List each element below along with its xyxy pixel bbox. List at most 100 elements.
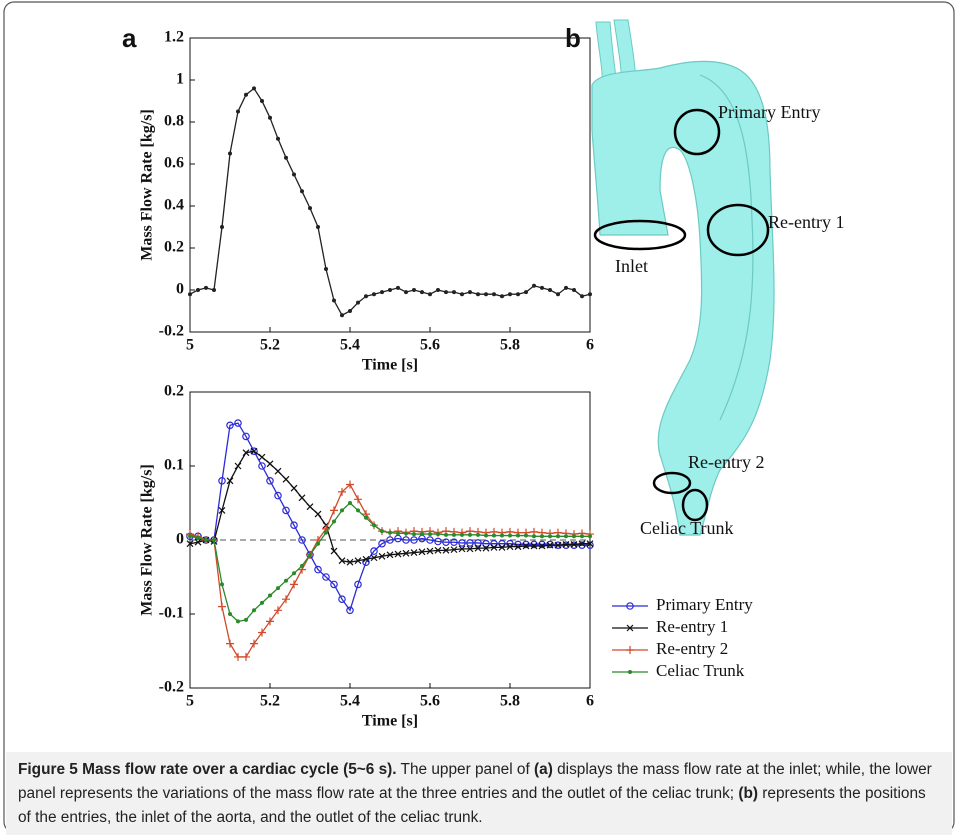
marker <box>388 288 392 292</box>
marker <box>498 543 506 551</box>
marker <box>474 544 482 552</box>
marker <box>204 538 208 542</box>
marker <box>420 290 424 295</box>
marker <box>372 292 376 297</box>
marker <box>338 487 346 496</box>
marker <box>516 533 520 538</box>
marker <box>340 313 344 318</box>
marker <box>276 136 280 141</box>
y-tick-label: -0.2 <box>159 323 184 340</box>
marker <box>290 521 298 530</box>
marker <box>322 573 330 581</box>
marker <box>356 300 360 305</box>
marker <box>580 294 584 299</box>
marker <box>308 552 312 557</box>
marker <box>314 510 322 518</box>
marker <box>268 593 272 598</box>
marker <box>516 292 520 297</box>
marker <box>524 533 528 538</box>
marker <box>228 151 232 156</box>
marker <box>444 532 448 537</box>
legend-marker <box>628 670 632 674</box>
x-tick-label: 5.8 <box>500 337 520 354</box>
marker <box>220 582 224 587</box>
y-tick-label: -0.2 <box>159 679 184 696</box>
marker <box>196 288 200 292</box>
marker <box>578 540 586 548</box>
marker <box>458 539 466 547</box>
marker <box>442 546 450 554</box>
marker <box>474 539 482 547</box>
marker <box>396 285 400 290</box>
marker <box>412 288 416 292</box>
marker <box>436 532 440 537</box>
marker <box>460 532 464 537</box>
marker <box>252 608 256 613</box>
marker <box>506 543 514 551</box>
y-tick-label: 0 <box>176 531 184 548</box>
annotation: Primary Entry <box>718 102 820 122</box>
marker <box>250 639 258 648</box>
caption-text: displays the mass flow rate at the inlet… <box>18 761 932 802</box>
false-lumen-wall <box>699 74 754 421</box>
legend-label: Celiac Trunk <box>656 661 745 680</box>
annotation: Inlet <box>615 256 648 276</box>
caption-title: Figure 5 Mass flow rate over a cardiac c… <box>18 761 397 778</box>
marker <box>234 419 242 427</box>
marker <box>514 540 522 549</box>
celiac-ring <box>681 488 709 522</box>
marker <box>332 298 336 303</box>
marker <box>546 540 554 549</box>
marker <box>492 292 496 297</box>
series-line <box>189 483 591 658</box>
marker <box>548 534 552 539</box>
marker <box>508 292 512 297</box>
marker <box>586 540 594 548</box>
marker <box>220 225 224 229</box>
marker <box>434 546 442 554</box>
marker <box>484 533 488 538</box>
entry-ring <box>673 108 721 156</box>
marker <box>420 532 424 537</box>
marker <box>554 541 562 549</box>
marker <box>348 501 352 505</box>
marker <box>458 545 466 553</box>
marker <box>466 539 474 547</box>
marker <box>386 536 394 544</box>
marker <box>292 571 296 576</box>
marker <box>426 536 434 544</box>
marker <box>282 506 290 515</box>
annotation: Re-entry 2 <box>688 452 764 472</box>
series-line <box>190 422 590 612</box>
annotation: Re-entry 1 <box>768 212 844 232</box>
marker <box>282 475 290 483</box>
marker <box>332 519 336 524</box>
marker <box>452 290 456 295</box>
marker <box>410 549 418 557</box>
marker <box>388 530 392 535</box>
marker <box>538 540 546 549</box>
y-axis-label: Mass Flow Rate [kg/s] <box>139 464 156 616</box>
marker <box>514 543 522 551</box>
marker <box>324 267 328 271</box>
marker <box>290 580 298 589</box>
marker <box>300 189 304 194</box>
marker <box>426 547 434 555</box>
marker <box>354 557 362 565</box>
marker <box>580 534 584 539</box>
marker <box>530 542 538 550</box>
marker <box>586 541 594 549</box>
marker <box>236 619 240 624</box>
legend-marker <box>626 602 634 610</box>
marker <box>186 540 194 548</box>
marker <box>362 555 370 563</box>
inlet-ring <box>593 219 687 251</box>
x-tick-label: 5.4 <box>340 337 360 354</box>
legend-marker <box>626 646 634 654</box>
marker <box>330 547 338 555</box>
y-tick-label: 0.1 <box>164 457 184 474</box>
marker <box>330 506 338 515</box>
series-line <box>189 450 590 563</box>
marker <box>500 294 504 299</box>
